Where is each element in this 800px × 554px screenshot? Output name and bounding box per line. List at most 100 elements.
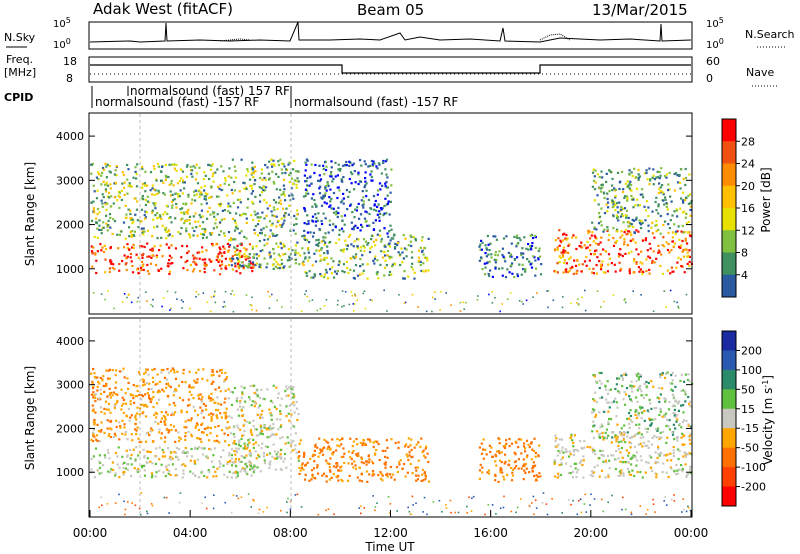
echo-cell	[576, 269, 579, 272]
echo-cell	[234, 169, 237, 173]
echo-cell	[205, 264, 208, 267]
echo-cell	[156, 162, 160, 165]
echo-cell	[393, 478, 396, 481]
echo-cell	[154, 214, 157, 217]
echo-cell	[652, 385, 655, 388]
echo-cell	[380, 250, 383, 253]
echo-cell	[153, 367, 156, 371]
echo-cell	[167, 265, 170, 268]
echo-cell	[511, 272, 514, 275]
echo-cell	[316, 464, 319, 467]
echo-speckle	[100, 496, 102, 499]
echo-cell	[235, 270, 238, 273]
echo-cell	[197, 428, 200, 432]
echo-speckle	[360, 512, 362, 515]
echo-cell	[373, 162, 376, 165]
echo-cell	[636, 409, 639, 412]
echo-cell	[364, 184, 367, 187]
echo-speckle	[235, 495, 238, 497]
echo-cell	[273, 433, 276, 436]
echo-cell	[611, 401, 614, 404]
echo-cell	[233, 435, 236, 438]
echo-cell	[684, 455, 688, 458]
echo-cell	[625, 373, 628, 377]
echo-cell	[562, 246, 566, 249]
echo-speckle	[327, 508, 330, 510]
echo-cell	[172, 199, 175, 202]
echo-cell	[518, 237, 521, 240]
echo-cell	[554, 248, 557, 251]
echo-cell	[168, 183, 171, 186]
echo-cell	[569, 436, 572, 440]
echo-cell	[642, 436, 645, 439]
echo-cell	[255, 245, 258, 248]
echo-cell	[629, 409, 632, 412]
echo-cell	[362, 238, 366, 241]
echo-cell	[364, 180, 367, 183]
echo-cell	[291, 449, 294, 452]
echo-speckle	[323, 305, 326, 307]
echo-cell	[156, 225, 159, 228]
echo-cell	[147, 373, 150, 376]
echo-cell	[304, 180, 307, 183]
echo-cell	[261, 211, 264, 214]
echo-cell	[234, 226, 238, 229]
echo-cell	[414, 237, 417, 240]
echo-cell	[417, 259, 421, 262]
echo-speckle	[364, 307, 367, 310]
echo-cell	[386, 254, 389, 257]
echo-cell	[109, 396, 112, 399]
echo-cell	[161, 224, 164, 227]
echo-cell	[537, 257, 540, 260]
echo-cell	[259, 176, 262, 180]
echo-speckle	[146, 510, 148, 513]
echo-cell	[253, 210, 256, 213]
echo-cell	[666, 459, 669, 462]
echo-cell	[104, 162, 107, 165]
echo-cell	[628, 269, 631, 272]
echo-cell	[340, 478, 343, 481]
echo-cell	[592, 374, 595, 377]
echo-cell	[359, 258, 362, 261]
echo-cell	[665, 471, 668, 474]
echo-cell	[140, 220, 143, 223]
echo-cell	[153, 245, 156, 248]
echo-cell	[572, 445, 575, 448]
echo-speckle	[178, 501, 181, 504]
echo-cell	[573, 462, 576, 465]
echo-cell	[150, 256, 153, 259]
echo-cell	[340, 215, 343, 218]
echo-cell	[224, 177, 227, 180]
echo-cell	[673, 469, 676, 472]
echo-cell	[257, 453, 260, 457]
echo-cell	[99, 243, 102, 246]
echo-cell	[530, 233, 533, 236]
echo-cell	[330, 175, 333, 178]
echo-cell	[284, 442, 287, 445]
echo-cell	[341, 199, 344, 202]
echo-cell	[478, 469, 482, 472]
echo-cell	[265, 428, 269, 431]
echo-speckle	[441, 511, 443, 513]
colorbar-tick-label: 20	[741, 180, 755, 193]
echo-cell	[187, 195, 190, 198]
echo-cell	[361, 272, 364, 275]
echo-cell	[598, 457, 601, 460]
echo-cell	[320, 258, 323, 261]
echo-cell	[625, 233, 628, 236]
echo-cell	[266, 388, 269, 391]
echo-cell	[537, 258, 540, 261]
echo-cell	[266, 453, 269, 456]
echo-cell	[317, 244, 320, 247]
echo-cell	[158, 428, 161, 431]
echo-cell	[661, 471, 664, 474]
echo-cell	[307, 251, 310, 254]
echo-cell	[152, 396, 155, 399]
echo-cell	[366, 480, 369, 483]
echo-cell	[272, 443, 275, 446]
echo-cell	[237, 443, 241, 447]
echo-cell	[233, 180, 236, 184]
echo-speckle	[622, 496, 624, 499]
echo-speckle	[602, 510, 604, 513]
echo-cell	[407, 437, 410, 440]
